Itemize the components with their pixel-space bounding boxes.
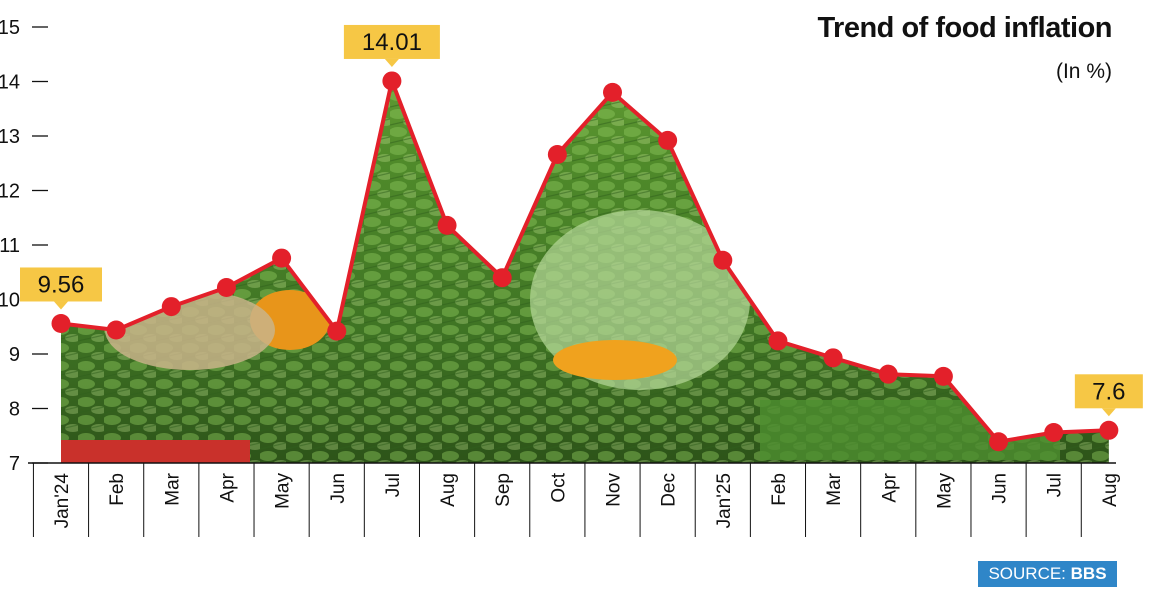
y-tick-label: 10 xyxy=(0,290,20,312)
x-tick-label: Jan'24 xyxy=(52,473,73,529)
data-point xyxy=(658,130,678,150)
x-tick-label: Jan'25 xyxy=(714,473,735,528)
callout-label: 9.56 xyxy=(38,271,85,298)
callout-pointer xyxy=(54,301,68,310)
data-point xyxy=(492,268,512,288)
data-point xyxy=(272,248,292,268)
callout-box xyxy=(343,24,440,59)
x-tick-label: Feb xyxy=(769,473,790,506)
x-tick-label: Dec xyxy=(659,473,680,507)
data-point xyxy=(327,321,347,341)
data-point xyxy=(768,331,788,351)
x-tick-label: Oct xyxy=(548,472,569,502)
callout-label: 7.6 xyxy=(1092,378,1125,405)
data-point xyxy=(547,145,567,165)
y-tick-label: 11 xyxy=(0,235,20,257)
x-tick-label: May xyxy=(934,473,955,509)
y-tick-label: 12 xyxy=(0,181,20,203)
data-point xyxy=(933,366,953,386)
y-tick-label: 7 xyxy=(9,453,20,475)
x-tick-label: May xyxy=(273,473,294,509)
x-tick-label: Aug xyxy=(1100,473,1121,507)
x-axis: Jan'24 Feb Mar Apr May Jun Jul Aug Sep Oct Nov Dec J… xyxy=(32,463,1121,537)
y-tick-label: 15 xyxy=(0,17,20,39)
cucumber-pile xyxy=(760,400,1060,460)
x-tick-label: Nov xyxy=(604,473,625,507)
y-tick-label: 13 xyxy=(0,126,20,148)
callout-label: 14.01 xyxy=(362,29,422,56)
data-point xyxy=(603,82,622,102)
data-point xyxy=(1044,422,1064,442)
x-tick-label: Jun xyxy=(990,473,1011,504)
sack xyxy=(61,440,250,463)
x-tick-label: Feb xyxy=(107,473,128,506)
x-tick-label: Sep xyxy=(493,473,514,507)
callout-pointer xyxy=(384,58,399,67)
data-point xyxy=(713,250,733,270)
chart-subtitle: (In %) xyxy=(1055,60,1112,83)
data-point xyxy=(216,278,236,298)
x-tick-label: Mar xyxy=(824,472,845,505)
inflation-series xyxy=(51,71,1119,452)
source-badge: SOURCE: BBS xyxy=(978,561,1117,587)
y-tick-label: 8 xyxy=(9,399,20,421)
data-point xyxy=(437,215,457,235)
x-tick-label: Aug xyxy=(438,473,459,507)
x-tick-label: Apr xyxy=(217,472,238,502)
callout-box xyxy=(1074,374,1143,409)
x-tick-label: Jul xyxy=(383,473,404,497)
y-tick-label: 9 xyxy=(9,344,20,366)
value-callouts: 9.56 14.01 7.6 xyxy=(20,24,1143,417)
x-tick-label: Mar xyxy=(162,472,183,505)
vegetable-photo-area xyxy=(61,81,1109,463)
x-tick-label: Apr xyxy=(879,472,900,502)
source-prefix: SOURCE: xyxy=(988,564,1071,583)
y-axis: 7 8 9 10 11 12 13 14 15 xyxy=(0,17,1116,475)
pumpkin-slice xyxy=(553,340,677,380)
data-point xyxy=(878,364,898,384)
data-point xyxy=(161,297,181,317)
callout-box xyxy=(20,267,102,302)
data-point xyxy=(989,432,1009,452)
callout-pointer xyxy=(1101,408,1116,417)
data-point xyxy=(823,348,843,368)
chart-title: Trend of food inflation xyxy=(817,12,1112,44)
data-point xyxy=(106,320,126,340)
data-point xyxy=(1099,420,1119,440)
y-tick-label: 14 xyxy=(0,72,20,94)
x-tick-label: Jul xyxy=(1045,473,1066,497)
data-point xyxy=(382,71,402,91)
data-point xyxy=(51,313,71,333)
source-name: BBS xyxy=(1070,564,1107,583)
x-tick-label: Jun xyxy=(328,473,349,504)
